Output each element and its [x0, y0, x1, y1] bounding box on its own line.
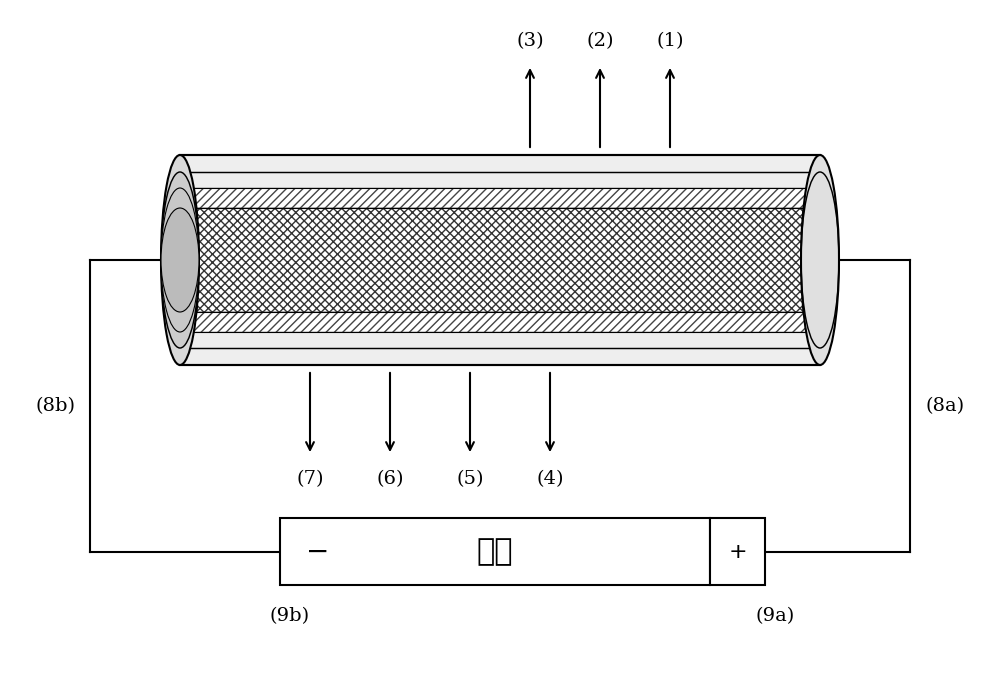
Text: (5): (5): [456, 470, 484, 488]
Ellipse shape: [801, 155, 839, 365]
Ellipse shape: [161, 208, 199, 312]
Text: (8b): (8b): [35, 396, 75, 415]
Text: (9a): (9a): [755, 607, 795, 625]
Bar: [180, 312, 820, 332]
Text: (1): (1): [656, 32, 684, 50]
Ellipse shape: [161, 188, 199, 332]
Text: 电池: 电池: [477, 537, 513, 566]
Text: (7): (7): [296, 470, 324, 488]
Text: +: +: [728, 541, 747, 562]
Bar: [180, 155, 820, 365]
Bar: [180, 208, 820, 312]
Text: (2): (2): [586, 32, 614, 50]
Text: (9b): (9b): [270, 607, 310, 625]
Ellipse shape: [161, 155, 199, 365]
Text: (3): (3): [516, 32, 544, 50]
Text: −: −: [306, 537, 330, 566]
Bar: [710, 518, 765, 585]
Bar: [180, 188, 820, 208]
Text: (8a): (8a): [925, 396, 965, 415]
Bar: [180, 208, 820, 312]
Bar: [180, 188, 820, 208]
Text: (6): (6): [376, 470, 404, 488]
Text: (4): (4): [536, 470, 564, 488]
Bar: [280, 518, 710, 585]
Ellipse shape: [161, 172, 199, 348]
Bar: [180, 312, 820, 332]
